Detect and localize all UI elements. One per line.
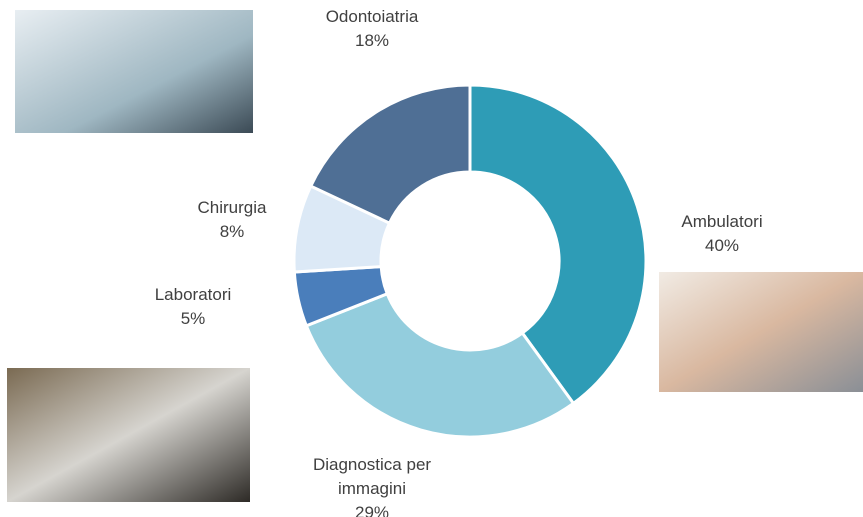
value-label: 40% bbox=[662, 234, 782, 258]
category-name: Laboratori bbox=[133, 283, 253, 307]
photo-imaging bbox=[7, 368, 250, 502]
photo-dentist bbox=[15, 10, 253, 133]
value-label: 8% bbox=[172, 220, 292, 244]
donut-slice bbox=[306, 294, 573, 437]
value-label: 18% bbox=[292, 29, 452, 53]
value-label: 5% bbox=[133, 307, 253, 331]
photo-ecg bbox=[659, 272, 863, 392]
category-name: Chirurgia bbox=[172, 196, 292, 220]
page: Ambulatori40% Diagnostica per immagini29%… bbox=[0, 0, 863, 517]
category-name: Ambulatori bbox=[662, 210, 782, 234]
category-name: Diagnostica per immagini bbox=[297, 453, 447, 501]
category-name: Odontoiatria bbox=[292, 5, 452, 29]
chart bbox=[0, 0, 863, 517]
value-label: 29% bbox=[297, 501, 447, 517]
